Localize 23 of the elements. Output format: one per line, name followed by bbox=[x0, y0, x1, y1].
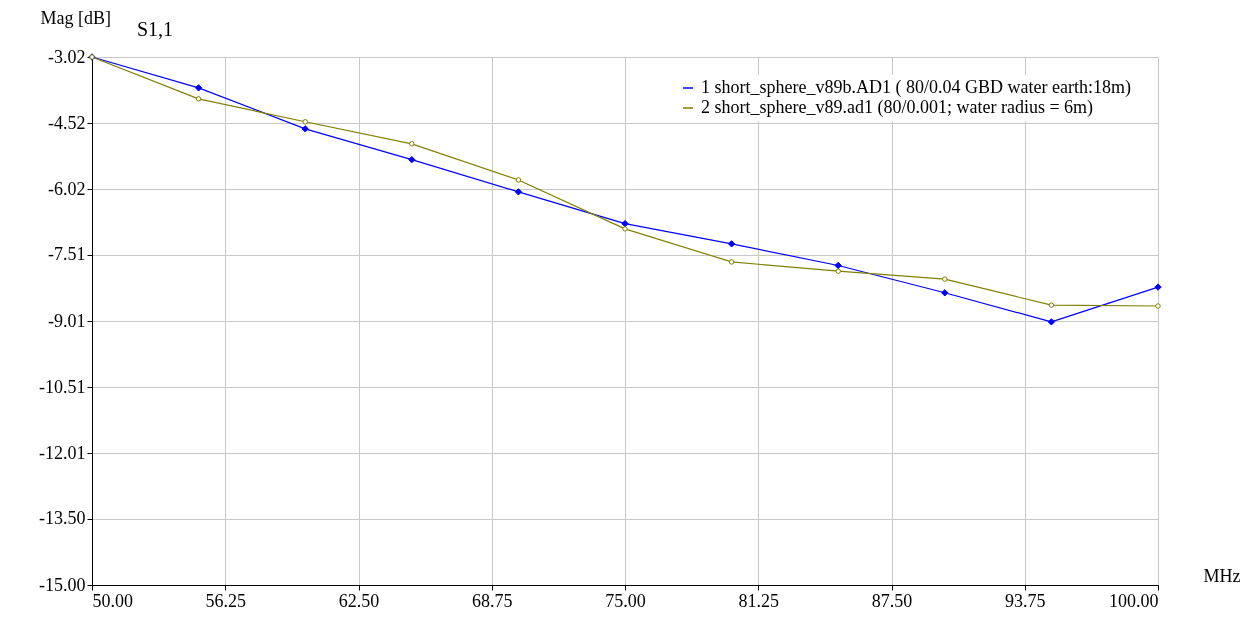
y-tick-label: -13.50 bbox=[39, 508, 86, 529]
y-tick-label: -4.52 bbox=[48, 112, 86, 133]
x-tick-label: 87.50 bbox=[871, 590, 913, 611]
x-tick-label: 68.75 bbox=[472, 590, 513, 611]
y-tick-label: -15.00 bbox=[39, 574, 86, 595]
x-tick-label: 100.00 bbox=[1109, 590, 1159, 611]
y-axis-title: Mag [dB] bbox=[40, 7, 111, 28]
y-tick-label: -3.02 bbox=[48, 46, 86, 67]
y-tick-label: -10.51 bbox=[39, 376, 86, 397]
x-tick-label: 56.25 bbox=[205, 590, 246, 611]
x-tick-label: 93.75 bbox=[1005, 590, 1046, 611]
x-tick-label: 81.25 bbox=[738, 590, 779, 611]
y-tick-label: -6.02 bbox=[48, 178, 86, 199]
chart-title: S1,1 bbox=[137, 18, 174, 40]
x-tick-label: 75.00 bbox=[605, 590, 646, 611]
y-tick-label: -12.01 bbox=[39, 442, 86, 463]
x-tick-label: 50.00 bbox=[92, 590, 133, 611]
x-tick-label: 62.50 bbox=[338, 590, 380, 611]
legend-label: 2 short_sphere_v89.ad1 (80/0.001; water radius = 6m) bbox=[701, 97, 1094, 118]
y-tick-label: -9.01 bbox=[48, 310, 86, 331]
legend-label: 1 short_sphere_v89b.AD1 ( 80/0.04 GBD water earth:18m) bbox=[701, 77, 1131, 98]
x-axis-title: MHz bbox=[1203, 565, 1240, 586]
y-tick-label: -7.51 bbox=[48, 244, 86, 265]
